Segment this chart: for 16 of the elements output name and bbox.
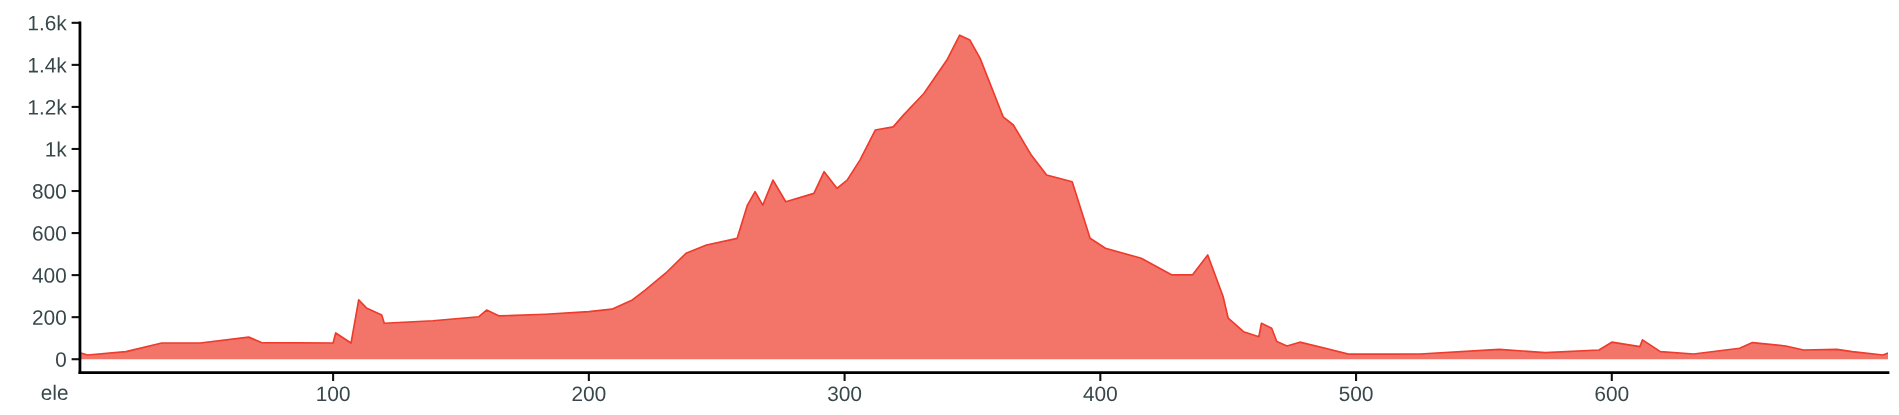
y-tick-label: 1k: [46, 141, 67, 157]
x-tick-label: 100: [317, 386, 350, 402]
x-tick-label: 200: [572, 386, 606, 402]
y-tick-label: 1.6k: [28, 15, 67, 31]
y-tick-label: 600: [33, 226, 66, 241]
x-tick-label: 500: [1339, 386, 1373, 402]
y-tick-label: 1.4k: [28, 57, 67, 73]
y-tick-label: 400: [32, 268, 66, 283]
x-tick-label: 300: [828, 386, 862, 402]
y-tick-label: 1.2k: [28, 99, 67, 115]
y-tick-label: 800: [32, 184, 66, 199]
y-tick-label: 0: [55, 352, 66, 367]
y-axis-title: ele: [41, 384, 68, 401]
x-tick-label: 400: [1083, 386, 1117, 402]
y-tick-label: 200: [33, 310, 66, 325]
x-tick-label: 600: [1595, 386, 1629, 402]
